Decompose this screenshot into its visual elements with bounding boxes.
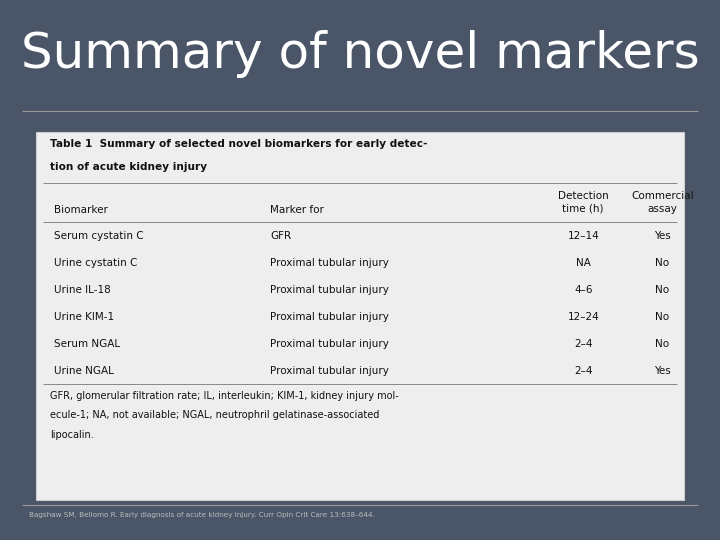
Text: ecule-1; NA, not available; NGAL, neutrophril gelatinase-associated: ecule-1; NA, not available; NGAL, neutro… (50, 410, 379, 421)
Text: Urine cystatin C: Urine cystatin C (54, 258, 138, 268)
Text: Yes: Yes (654, 366, 671, 376)
Text: Bagshaw SM, Bellomo R. Early diagnosis of acute kidney injury. Curr Opin Crit Ca: Bagshaw SM, Bellomo R. Early diagnosis o… (29, 512, 374, 518)
Text: 2–4: 2–4 (574, 339, 593, 349)
FancyBboxPatch shape (36, 132, 684, 500)
Text: Yes: Yes (654, 231, 671, 241)
Text: Proximal tubular injury: Proximal tubular injury (270, 312, 389, 322)
Text: Proximal tubular injury: Proximal tubular injury (270, 258, 389, 268)
Text: Proximal tubular injury: Proximal tubular injury (270, 339, 389, 349)
Text: Detection
time (h): Detection time (h) (558, 191, 608, 213)
Text: Table 1  Summary of selected novel biomarkers for early detec-: Table 1 Summary of selected novel biomar… (50, 139, 428, 150)
Text: Proximal tubular injury: Proximal tubular injury (270, 366, 389, 376)
Text: 12–14: 12–14 (567, 231, 599, 241)
Text: Summary of novel markers: Summary of novel markers (21, 30, 699, 78)
Text: GFR, glomerular filtration rate; IL, interleukin; KIM-1, kidney injury mol-: GFR, glomerular filtration rate; IL, int… (50, 391, 399, 401)
Text: 4–6: 4–6 (574, 285, 593, 295)
Text: Proximal tubular injury: Proximal tubular injury (270, 285, 389, 295)
Text: Urine NGAL: Urine NGAL (54, 366, 114, 376)
Text: No: No (655, 339, 670, 349)
Text: Urine IL-18: Urine IL-18 (54, 285, 111, 295)
Text: Serum NGAL: Serum NGAL (54, 339, 120, 349)
Text: 12–24: 12–24 (567, 312, 599, 322)
Text: Marker for: Marker for (270, 205, 324, 215)
Text: lipocalin.: lipocalin. (50, 430, 94, 440)
Text: No: No (655, 312, 670, 322)
Text: No: No (655, 285, 670, 295)
Text: Biomarker: Biomarker (54, 205, 108, 215)
Text: NA: NA (576, 258, 590, 268)
Text: 2–4: 2–4 (574, 366, 593, 376)
Text: Commercial
assay: Commercial assay (631, 191, 693, 213)
Text: No: No (655, 258, 670, 268)
Text: GFR: GFR (270, 231, 291, 241)
Text: tion of acute kidney injury: tion of acute kidney injury (50, 162, 207, 172)
Text: Urine KIM-1: Urine KIM-1 (54, 312, 114, 322)
Text: Serum cystatin C: Serum cystatin C (54, 231, 143, 241)
